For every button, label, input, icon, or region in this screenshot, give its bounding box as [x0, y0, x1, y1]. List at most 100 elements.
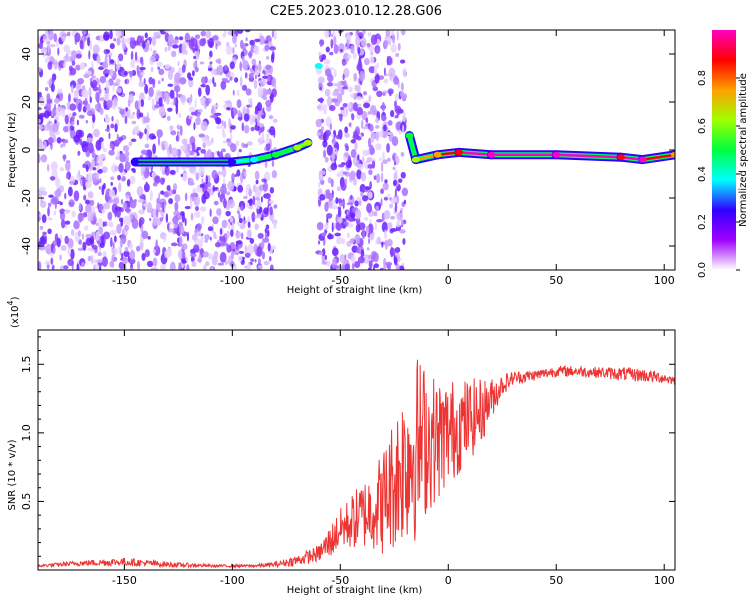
noise-speckle — [53, 210, 57, 216]
noise-speckle — [38, 124, 44, 131]
noise-speckle — [402, 124, 405, 134]
noise-speckle — [157, 80, 161, 85]
noise-speckle — [378, 157, 382, 161]
noise-speckle — [50, 161, 58, 172]
x-axis-label: Height of straight line (km) — [287, 585, 423, 596]
noise-speckle — [174, 194, 181, 203]
noise-speckle — [38, 152, 41, 163]
noise-speckle — [166, 184, 171, 191]
noise-speckle — [99, 178, 102, 184]
noise-speckle — [101, 256, 108, 267]
noise-speckle — [387, 193, 391, 199]
noise-speckle — [216, 66, 219, 76]
noise-speckle — [339, 169, 346, 177]
noise-speckle — [355, 209, 362, 220]
noise-speckle — [225, 242, 229, 248]
x-tick-label: -150 — [112, 274, 137, 287]
noise-speckle — [234, 77, 239, 83]
noise-speckle — [366, 149, 370, 156]
noise-speckle — [151, 97, 155, 107]
noise-speckle — [88, 142, 94, 154]
y-tick-label: -40 — [20, 237, 33, 255]
noise-speckle — [151, 135, 157, 140]
noise-speckle — [167, 107, 173, 112]
noise-speckle — [47, 137, 54, 144]
noise-speckle — [367, 110, 372, 115]
noise-speckle — [266, 229, 270, 237]
noise-speckle — [124, 79, 128, 84]
noise-speckle — [92, 167, 97, 171]
noise-speckle — [39, 36, 44, 45]
noise-speckle — [116, 133, 120, 144]
tone-track-point — [249, 156, 258, 163]
noise-speckle — [237, 255, 243, 262]
tone-track-point — [293, 144, 302, 151]
x-tick-label: -100 — [220, 574, 245, 587]
noise-speckle — [241, 122, 245, 132]
noise-speckle — [238, 148, 242, 153]
noise-speckle — [386, 142, 390, 153]
noise-speckle — [169, 89, 175, 99]
noise-speckle — [85, 237, 93, 246]
noise-speckle — [160, 190, 165, 195]
noise-speckle — [235, 231, 242, 239]
noise-speckle — [124, 246, 129, 252]
noise-speckle — [374, 73, 380, 84]
y-tick-label: 1.0 — [20, 424, 33, 442]
noise-speckle — [85, 203, 92, 214]
colorbar: 0.0 0.2 0.4 0.6 0.8 Normalized spectral ampli… — [697, 30, 749, 278]
noise-speckle — [319, 86, 323, 91]
noise-speckle — [342, 61, 347, 66]
noise-speckle — [387, 120, 393, 126]
noise-speckle — [97, 252, 102, 256]
noise-speckle — [151, 171, 157, 178]
noise-speckle — [217, 262, 225, 266]
noise-speckle — [147, 236, 151, 240]
noise-speckle — [196, 223, 202, 231]
noise-speckle — [116, 37, 121, 46]
noise-speckle — [230, 250, 235, 260]
noise-speckle — [71, 59, 76, 66]
noise-speckle — [123, 51, 127, 55]
noise-speckle — [375, 131, 380, 142]
noise-speckle — [150, 267, 158, 270]
noise-speckle — [265, 133, 270, 138]
noise-speckle — [45, 102, 52, 111]
noise-speckle — [179, 94, 187, 103]
noise-speckle — [259, 78, 266, 87]
noise-speckle — [163, 141, 169, 149]
noise-speckle — [318, 54, 322, 61]
noise-speckle — [235, 249, 240, 254]
noise-speckle — [55, 38, 59, 47]
noise-speckle — [110, 181, 113, 186]
noise-speckle — [141, 230, 149, 240]
noise-speckle — [344, 178, 348, 185]
noise-speckle — [269, 46, 277, 51]
noise-speckle — [79, 138, 83, 146]
noise-speckle — [317, 51, 323, 56]
noise-speckle — [326, 189, 331, 199]
noise-speckle — [363, 91, 367, 96]
noise-speckle — [268, 255, 272, 262]
noise-speckle — [384, 179, 388, 184]
noise-speckle — [330, 162, 338, 171]
noise-speckle — [117, 57, 120, 67]
noise-speckle — [259, 206, 263, 213]
noise-speckle — [76, 119, 79, 126]
noise-speckle — [112, 85, 115, 92]
noise-speckle — [349, 194, 353, 200]
noise-speckle — [230, 125, 236, 130]
noise-speckle — [207, 67, 213, 71]
noise-speckle — [129, 38, 137, 49]
noise-speckle — [87, 191, 94, 199]
noise-speckle — [394, 188, 397, 197]
noise-speckle — [240, 205, 244, 210]
noise-speckle — [96, 154, 103, 165]
noise-speckle — [176, 124, 181, 130]
noise-speckle — [402, 238, 406, 245]
noise-speckle — [343, 67, 350, 79]
noise-speckle — [189, 116, 193, 120]
noise-speckle — [344, 254, 347, 260]
noise-speckle — [383, 196, 389, 201]
tone-track-point — [638, 156, 647, 163]
